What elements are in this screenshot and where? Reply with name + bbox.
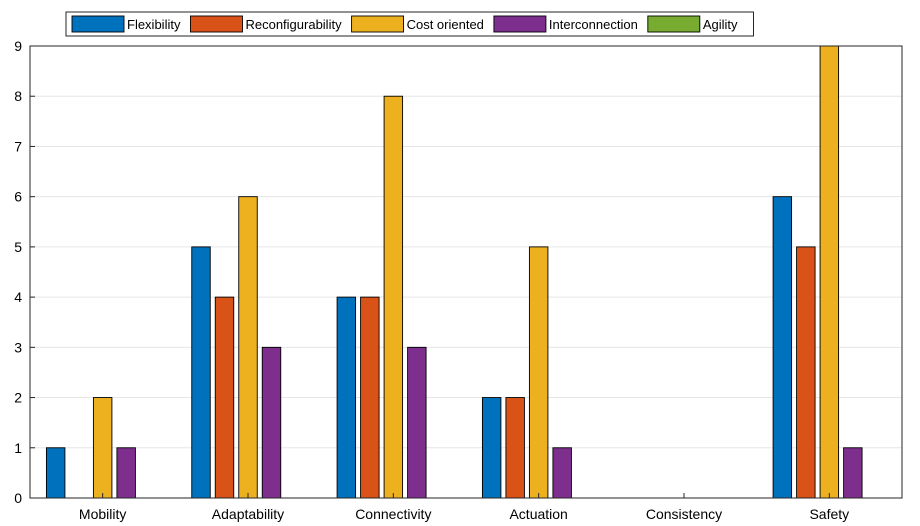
y-tick-label: 3 <box>14 339 22 355</box>
y-tick-label: 8 <box>14 88 22 104</box>
x-tick-label-adaptability: Adaptability <box>212 506 284 522</box>
x-tick-label-safety: Safety <box>809 506 849 522</box>
x-axis-ticks: Mobility Adaptability Connectivity Actuatio… <box>79 493 849 522</box>
bar-safety-interconnection <box>843 447 863 499</box>
bar-actuation-cost-oriented <box>528 246 549 499</box>
bar-mobility-cost-oriented <box>92 397 113 499</box>
bar-adaptability-reconfigurability <box>214 296 235 499</box>
legend-label-agility: Agility <box>703 17 738 32</box>
bar-connectivity-flexibility <box>336 296 357 499</box>
x-tick-label-consistency: Consistency <box>646 506 722 522</box>
bar-actuation-interconnection <box>552 447 572 499</box>
gridlines <box>30 95 902 449</box>
bar-connectivity-cost-oriented <box>383 95 404 499</box>
bar-actuation-flexibility <box>481 397 502 499</box>
y-tick-label: 5 <box>14 239 22 255</box>
bar-safety-reconfigurability <box>796 246 816 499</box>
legend-swatch-agility <box>647 15 701 33</box>
y-tick-label: 1 <box>14 440 22 456</box>
bars <box>45 45 863 499</box>
legend-swatch-reconfigurability <box>190 15 243 33</box>
x-tick-label-actuation: Actuation <box>509 506 567 522</box>
bar-adaptability-cost-oriented <box>238 196 258 499</box>
axes <box>29 45 903 499</box>
y-tick-label: 9 <box>14 38 22 54</box>
bar-actuation-reconfigurability <box>505 397 525 499</box>
bar-mobility-flexibility <box>45 447 66 499</box>
legend-label-reconfigurability: Reconfigurability <box>245 17 342 32</box>
legend-swatch-cost-oriented <box>351 15 405 33</box>
bar-connectivity-reconfigurability <box>360 296 380 499</box>
y-tick-label: 4 <box>14 289 22 305</box>
legend-swatch-flexibility <box>71 15 125 33</box>
x-tick-label-mobility: Mobility <box>79 506 126 522</box>
y-tick-label: 0 <box>14 490 22 506</box>
plot-frame <box>29 45 903 499</box>
bar-connectivity-interconnection <box>407 346 427 499</box>
y-tick-label: 2 <box>14 390 22 406</box>
y-tick-label: 7 <box>14 138 22 154</box>
y-axis-ticks: 0 1 2 3 4 5 6 7 8 9 <box>14 38 35 506</box>
y-tick-label: 6 <box>14 189 22 205</box>
legend-label-interconnection: Interconnection <box>549 17 638 32</box>
bar-safety-flexibility <box>772 196 793 499</box>
bar-safety-cost-oriented <box>819 45 840 499</box>
legend: Flexibility Reconfigurability Cost oriente… <box>65 11 754 37</box>
legend-box <box>65 11 754 37</box>
legend-swatch-interconnection <box>493 15 547 33</box>
legend-label-flexibility: Flexibility <box>127 17 181 32</box>
legend-label-cost-oriented: Cost oriented <box>407 17 484 32</box>
x-tick-label-connectivity: Connectivity <box>355 506 431 522</box>
bar-adaptability-flexibility <box>191 246 211 499</box>
bar-adaptability-interconnection <box>261 346 282 499</box>
bar-mobility-interconnection <box>116 447 136 499</box>
